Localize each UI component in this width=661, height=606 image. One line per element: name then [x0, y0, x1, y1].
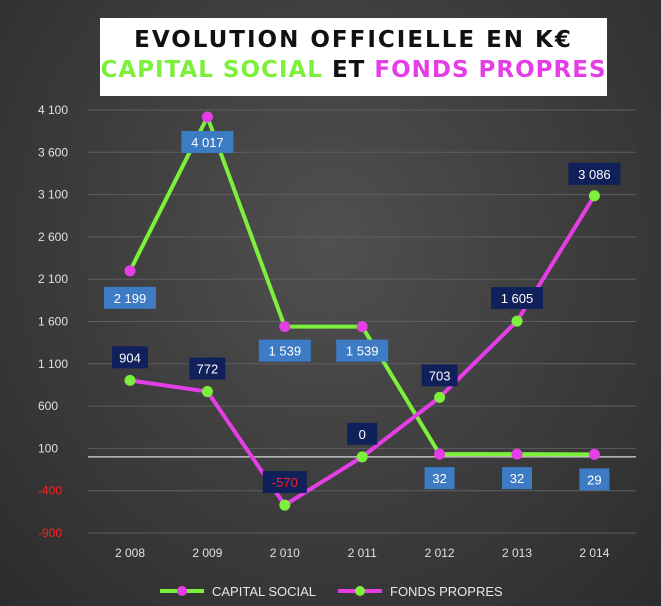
data-label-box: [262, 471, 307, 494]
chart-title: EVOLUTION OFFICIELLE EN K€: [134, 27, 573, 53]
data-label: 703: [429, 368, 451, 383]
data-label-box: [579, 468, 610, 491]
data-label-box: [347, 422, 378, 445]
data-point: [511, 448, 523, 460]
data-label: 772: [197, 362, 219, 377]
data-point: [434, 448, 446, 460]
data-point: [201, 111, 213, 123]
legend-label: FONDS PROPRES: [390, 584, 503, 599]
x-tick-label: 2 014: [579, 546, 609, 560]
data-label-box: [568, 162, 621, 185]
data-label-box: [336, 339, 389, 362]
data-label: 1 539: [346, 344, 379, 359]
data-label: 904: [119, 350, 141, 365]
y-tick-label: 4 100: [38, 103, 68, 117]
y-tick-label: 2 600: [38, 230, 68, 244]
y-tick-label: -400: [38, 484, 62, 498]
y-tick-label: 1 600: [38, 315, 68, 329]
x-tick-label: 2 012: [425, 546, 455, 560]
chart-subtitle: CAPITAL SOCIAL ET FONDS PROPRES: [100, 57, 607, 83]
data-label-box: [491, 287, 543, 310]
data-label-box: [112, 346, 148, 369]
y-tick-label: 100: [38, 441, 58, 455]
data-label-box: [502, 467, 532, 490]
data-label-box: [258, 339, 311, 362]
y-tick-label: 2 100: [38, 272, 68, 286]
data-label-box: [104, 286, 156, 309]
data-point: [279, 321, 291, 333]
y-tick-label: 3 600: [38, 145, 68, 159]
subtitle-et: ET: [322, 57, 375, 83]
data-label: 0: [359, 427, 366, 442]
x-tick-label: 2 009: [192, 546, 222, 560]
data-point: [124, 374, 136, 386]
series-line: [128, 115, 595, 457]
data-label: 32: [432, 471, 446, 486]
y-tick-label: 1 100: [38, 357, 68, 371]
data-label-box: [421, 364, 458, 387]
data-point: [124, 265, 136, 277]
data-label-box: [189, 357, 226, 380]
data-label-box: [181, 131, 234, 154]
data-label: -570: [272, 475, 298, 490]
y-tick-label: -900: [38, 526, 62, 540]
data-label: 1 539: [269, 344, 302, 359]
data-point: [588, 448, 600, 460]
y-tick-label: 3 100: [38, 188, 68, 202]
data-label: 29: [587, 472, 601, 487]
data-label: 3 086: [578, 167, 611, 182]
data-point: [434, 391, 446, 403]
x-tick-label: 2 011: [348, 546, 377, 560]
legend-marker: [177, 586, 187, 596]
chart-title-box: EVOLUTION OFFICIELLE EN K€ CAPITAL SOCIA…: [100, 18, 607, 96]
data-label: 2 199: [114, 291, 147, 306]
subtitle-fonds-propres: FONDS PROPRES: [374, 57, 607, 83]
legend-marker: [355, 586, 365, 596]
data-point: [511, 315, 523, 327]
data-label: 32: [510, 471, 524, 486]
data-label: 1 605: [501, 291, 534, 306]
data-point: [279, 499, 291, 511]
data-label: 4 017: [191, 135, 224, 150]
x-tick-label: 2 008: [115, 546, 145, 560]
data-point: [356, 451, 368, 463]
data-point: [201, 386, 213, 398]
x-tick-label: 2 010: [270, 546, 300, 560]
data-label-box: [424, 467, 455, 490]
x-tick-label: 2 013: [502, 546, 532, 560]
data-point: [588, 190, 600, 202]
y-tick-label: 600: [38, 399, 58, 413]
legend-label: CAPITAL SOCIAL: [212, 584, 316, 599]
subtitle-capital-social: CAPITAL SOCIAL: [100, 57, 323, 83]
data-point: [356, 321, 368, 333]
